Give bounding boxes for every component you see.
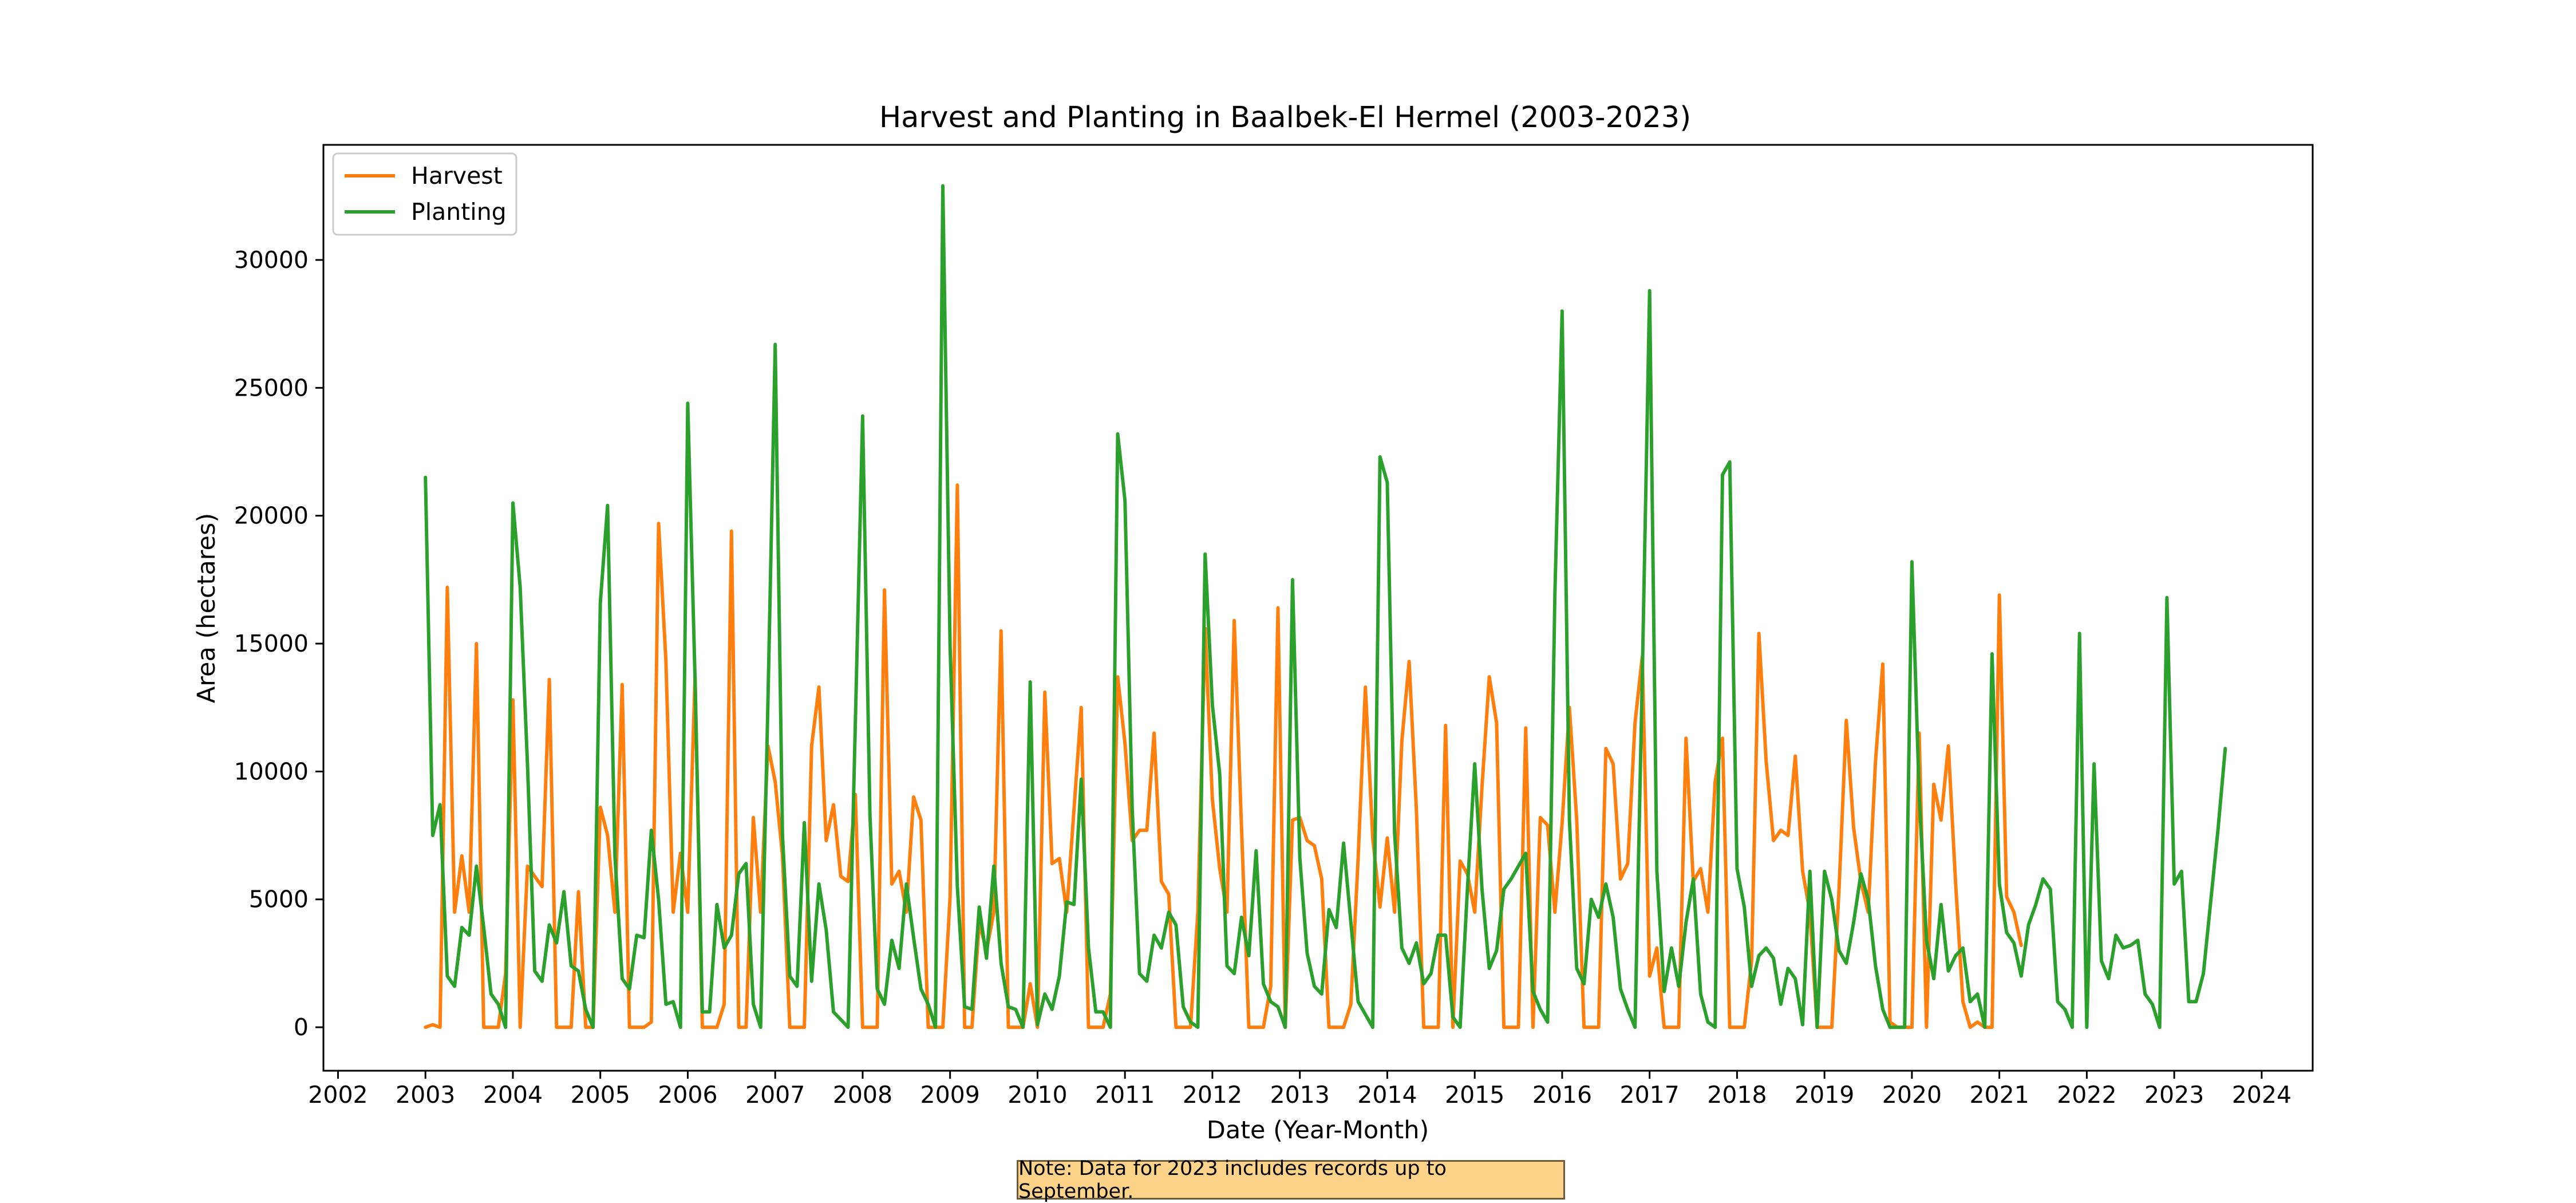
x-tick-label: 2005 xyxy=(571,1081,630,1109)
x-tick-label: 2017 xyxy=(1619,1081,1679,1109)
plot-lines xyxy=(424,184,2227,1030)
x-tick-label: 2022 xyxy=(2057,1081,2116,1109)
x-axis-label: Date (Year-Month) xyxy=(1207,1116,1429,1145)
plot-frame xyxy=(322,144,2314,1072)
x-tick-label: 2010 xyxy=(1008,1081,1067,1109)
y-tick-label: 15000 xyxy=(234,630,309,657)
series-line-harvest xyxy=(424,483,2023,1030)
y-tick-label: 20000 xyxy=(234,502,309,530)
x-tick-label: 2019 xyxy=(1795,1081,1854,1109)
x-tick-label: 2020 xyxy=(1882,1081,1942,1109)
x-tick-label: 2016 xyxy=(1532,1081,1592,1109)
x-tick-label: 2014 xyxy=(1357,1081,1417,1109)
x-tick-label: 2006 xyxy=(658,1081,717,1109)
y-axis: 0 5000 10000 15000 20000 25000 30000 xyxy=(234,246,323,1041)
x-tick-label: 2023 xyxy=(2144,1081,2204,1109)
x-tick-label: 2004 xyxy=(483,1081,543,1109)
legend-label-planting: Planting xyxy=(411,198,507,226)
x-tick-label: 2012 xyxy=(1183,1081,1242,1109)
x-tick-label: 2009 xyxy=(920,1081,980,1109)
x-tick-label: 2003 xyxy=(396,1081,455,1109)
x-tick-label: 2007 xyxy=(745,1081,805,1109)
x-tick-label: 2008 xyxy=(833,1081,892,1109)
note-box: Note: Data for 2023 includes records up … xyxy=(1017,1157,1565,1203)
y-tick-label: 25000 xyxy=(234,374,309,401)
chart-title: Harvest and Planting in Baalbek-El Herme… xyxy=(879,101,1691,135)
x-tick-label: 2011 xyxy=(1095,1081,1155,1109)
y-tick-label: 30000 xyxy=(234,246,309,274)
x-tick-label: 2013 xyxy=(1270,1081,1330,1109)
x-tick-label: 2024 xyxy=(2232,1081,2291,1109)
x-tick-label: 2018 xyxy=(1707,1081,1767,1109)
x-tick-label: 2002 xyxy=(308,1081,368,1109)
legend-label-harvest: Harvest xyxy=(411,162,503,190)
y-axis-label: Area (hectares) xyxy=(192,513,221,703)
legend: Harvest Planting xyxy=(332,152,517,236)
note-text: Note: Data for 2023 includes records up … xyxy=(1018,1157,1447,1203)
y-tick-label: 10000 xyxy=(234,758,309,785)
y-tick-label: 0 xyxy=(294,1013,309,1041)
legend-box xyxy=(332,152,517,236)
x-axis: 2002 2003 2004 2005 2006 2007 2008 2009 2010 2011… xyxy=(308,1071,2291,1109)
y-tick-label: 5000 xyxy=(249,886,309,913)
x-tick-label: 2015 xyxy=(1445,1081,1504,1109)
x-tick-label: 2021 xyxy=(1969,1081,2029,1109)
series-line-planting xyxy=(424,184,2227,1030)
